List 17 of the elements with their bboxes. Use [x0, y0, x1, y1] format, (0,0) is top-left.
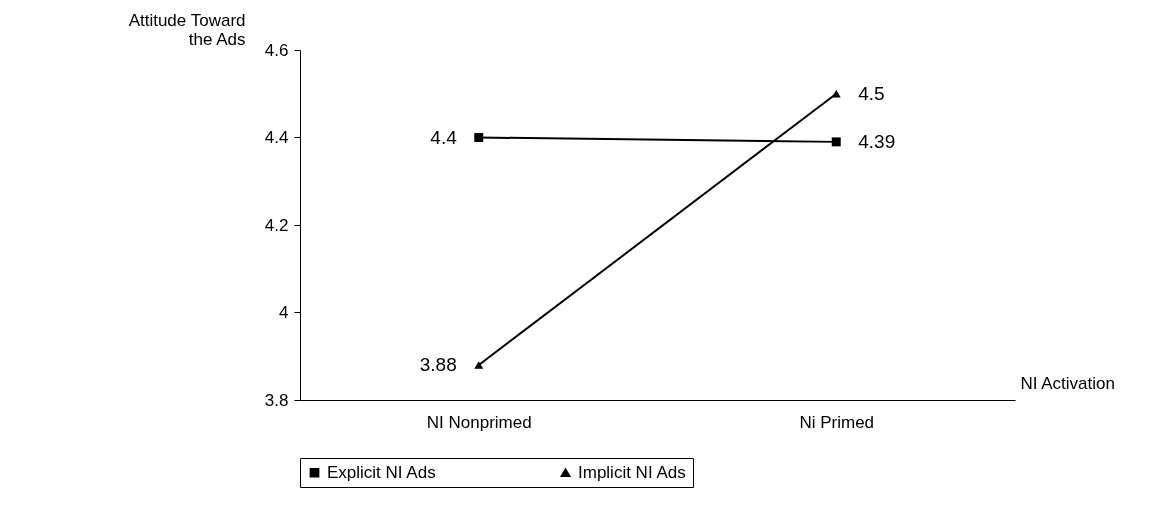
- data-label: 3.88: [419, 354, 457, 375]
- x-tick-label: Ni Primed: [799, 412, 875, 432]
- point: [831, 137, 841, 147]
- y-tick-label: 4.6: [264, 40, 289, 60]
- y-tick-label: 4.2: [264, 215, 289, 235]
- data-label: 4.5: [858, 82, 885, 104]
- y-tick-label: 4.4: [264, 128, 289, 147]
- x-tick-label: NI Nonprimed: [426, 412, 532, 432]
- y-tick-label: 4: [279, 303, 289, 322]
- y-axis-title: Attitude Toward the Ads: [128, 10, 246, 49]
- x-axis-title: NI Activation: [1020, 373, 1115, 393]
- data-label: 4.39: [858, 130, 896, 152]
- data-label: 4.4: [430, 126, 458, 148]
- y-tick-label: 3.8: [264, 390, 289, 410]
- legend-label: Implicit NI Ads: [578, 462, 686, 482]
- point: [474, 133, 484, 142]
- legend-label: Explicit NI Ads: [327, 462, 436, 482]
